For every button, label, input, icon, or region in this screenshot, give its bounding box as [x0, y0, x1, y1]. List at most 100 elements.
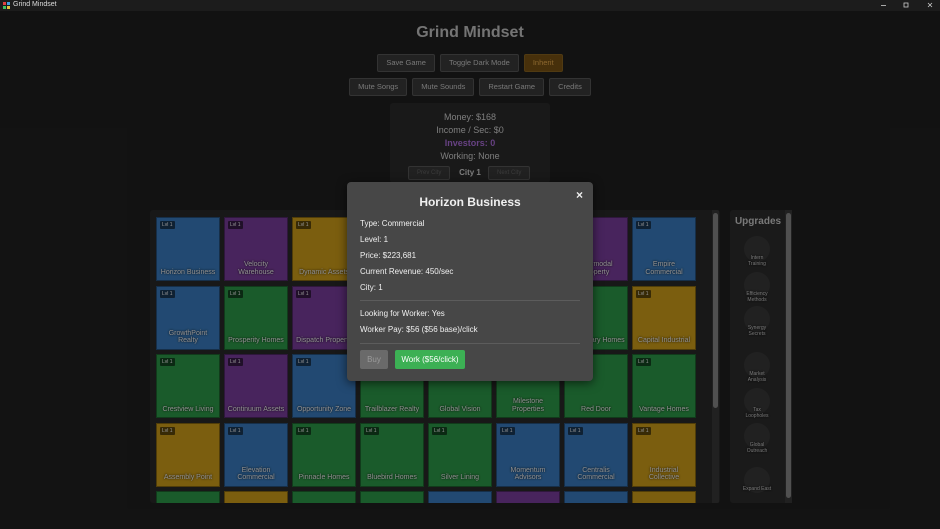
- property-tile[interactable]: [496, 491, 560, 503]
- scrollbar[interactable]: [712, 210, 719, 503]
- property-tile[interactable]: Lvl 1 Horizon Business: [156, 217, 220, 281]
- close-button[interactable]: ×: [576, 188, 584, 202]
- toolbar-button[interactable]: Restart Game: [479, 78, 545, 96]
- prev-city-button[interactable]: Prev City: [408, 166, 451, 180]
- toolbar-button[interactable]: Inherit: [523, 54, 563, 72]
- property-tile[interactable]: [292, 491, 356, 503]
- upgrade-icon: [744, 272, 770, 298]
- level: Level: 1: [360, 235, 389, 244]
- upgrade-label: Synergy Secrets: [747, 325, 767, 337]
- level-badge: Lvl 1: [636, 358, 651, 366]
- upgrade-item[interactable]: Market Analysis: [742, 352, 772, 383]
- level-badge: Lvl 1: [636, 289, 651, 298]
- property-tile[interactable]: Lvl 1 Vantage Homes: [632, 354, 696, 418]
- property-tile[interactable]: Lvl 1 Opportunity Zone: [292, 354, 356, 418]
- property-name: Red Door: [581, 405, 611, 413]
- upgrade-icon: [744, 306, 770, 332]
- window-titlebar: Grind Mindset: [0, 0, 940, 11]
- property-tile[interactable]: Lvl 1 Velocity Warehouse: [224, 217, 288, 281]
- app-icon: [3, 2, 10, 9]
- property-name: Velocity Warehouse: [238, 261, 274, 276]
- stats-panel: Money: $168 Income / Sec: $0 Investors: …: [390, 103, 550, 183]
- upgrade-icon: [744, 352, 770, 378]
- upgrade-item[interactable]: Tax Loopholes: [742, 388, 772, 419]
- money: Money: $168: [443, 112, 497, 122]
- income: Income / Sec: $0: [436, 125, 504, 135]
- property-tile[interactable]: Lvl 1 Dynamic Assets: [292, 217, 356, 281]
- modal-title: Horizon Business: [419, 195, 521, 209]
- toolbar-button[interactable]: Mute Songs: [349, 78, 408, 96]
- property-tile[interactable]: Lvl 1 Elevation Commercial: [224, 422, 288, 487]
- property-tile[interactable]: [156, 491, 220, 503]
- toolbar-button[interactable]: Save Game: [377, 54, 435, 72]
- property-tile[interactable]: [564, 491, 628, 503]
- upgrade-label: Global Outreach: [746, 442, 768, 454]
- scrollbar[interactable]: [785, 210, 792, 503]
- property-modal: Horizon Business × Type: Commercial Leve…: [347, 182, 593, 381]
- level-badge: Lvl 1: [636, 426, 651, 435]
- property-tile[interactable]: Lvl 1 Centralis Commercial: [564, 422, 628, 487]
- divider: [360, 300, 580, 301]
- working: Working: None: [440, 151, 500, 161]
- property-tile[interactable]: Lvl 1 Bluebird Homes: [360, 422, 424, 487]
- property-tile[interactable]: [224, 491, 288, 503]
- level-badge: Lvl 1: [500, 426, 515, 435]
- property-name: Legendary Homes: [567, 337, 625, 344]
- level-badge: Lvl 1: [296, 289, 311, 298]
- property-tile[interactable]: [632, 491, 696, 503]
- property-tile[interactable]: Lvl 1 Assembly Point: [156, 422, 220, 487]
- property-tile[interactable]: Lvl 1 Crestview Living: [156, 354, 220, 418]
- upgrade-item[interactable]: Expand East: [742, 467, 772, 493]
- property-tile[interactable]: Lvl 1 Capital Industrial: [632, 285, 696, 350]
- buy-button[interactable]: Buy: [360, 350, 388, 369]
- property-name: Dispatch Property: [296, 337, 352, 344]
- level-badge: Lvl 1: [160, 426, 175, 435]
- level-badge: Lvl 1: [364, 426, 379, 435]
- scroll-thumb[interactable]: [713, 213, 718, 408]
- upgrade-label: Intern Training: [748, 255, 766, 267]
- upgrade-item[interactable]: Efficiency Methods: [742, 272, 772, 303]
- property-name: Momentum Advisors: [510, 466, 546, 482]
- toolbar-row: Save Game Toggle Dark Mode Inherit: [0, 54, 940, 72]
- scroll-thumb[interactable]: [786, 213, 791, 498]
- toolbar-button[interactable]: Toggle Dark Mode: [439, 54, 519, 72]
- upgrade-icon: [744, 423, 770, 449]
- work-button[interactable]: Work ($56/click): [395, 350, 465, 369]
- city: City: 1: [360, 283, 383, 292]
- property-name: Industrial Collective: [648, 466, 680, 482]
- level-badge: Lvl 1: [160, 358, 175, 366]
- level-badge: Lvl 1: [568, 426, 583, 435]
- upgrade-item[interactable]: Intern Training: [742, 236, 772, 267]
- property-name: Global Vision: [439, 405, 481, 413]
- property-tile[interactable]: [360, 491, 424, 503]
- property-tile[interactable]: Lvl 1 GrowthPoint Realty: [156, 285, 220, 350]
- property-name: Elevation Commercial: [237, 466, 275, 482]
- app-title: Grind Mindset: [416, 24, 524, 41]
- property-name: Silver Lining: [440, 474, 480, 481]
- property-tile[interactable]: Lvl 1 Momentum Advisors: [496, 422, 560, 487]
- looking-for-worker: Looking for Worker: Yes: [360, 309, 445, 318]
- property-tile[interactable]: Lvl 1 Pinnacle Homes: [292, 422, 356, 487]
- property-name: Bluebird Homes: [367, 474, 417, 481]
- property-tile[interactable]: [428, 491, 492, 503]
- worker-pay: Worker Pay: $56 ($56 base)/click: [360, 325, 478, 334]
- property-tile[interactable]: Lvl 1 Silver Lining: [428, 422, 492, 487]
- upgrade-item[interactable]: Global Outreach: [742, 423, 772, 454]
- property-name: Continuum Assets: [227, 405, 285, 413]
- toolbar-button[interactable]: Mute Sounds: [412, 78, 475, 96]
- window-controls[interactable]: [876, 0, 940, 11]
- upgrade-icon: [744, 467, 770, 493]
- upgrade-item[interactable]: Synergy Secrets: [742, 306, 772, 337]
- next-city-button[interactable]: Next City: [488, 166, 531, 180]
- level-badge: Lvl 1: [228, 426, 243, 435]
- property-name: GrowthPoint Realty: [168, 329, 208, 345]
- divider: [360, 343, 580, 344]
- toolbar-button[interactable]: Credits: [549, 78, 591, 96]
- level-badge: Lvl 1: [296, 221, 311, 229]
- property-tile[interactable]: Lvl 1 Empire Commercial: [632, 217, 696, 281]
- level-badge: Lvl 1: [432, 426, 447, 435]
- property-tile[interactable]: Lvl 1 Prosperity Homes: [224, 285, 288, 350]
- property-tile[interactable]: Lvl 1 Industrial Collective: [632, 422, 696, 487]
- property-tile[interactable]: Lvl 1 Continuum Assets: [224, 354, 288, 418]
- level-badge: Lvl 1: [228, 289, 243, 298]
